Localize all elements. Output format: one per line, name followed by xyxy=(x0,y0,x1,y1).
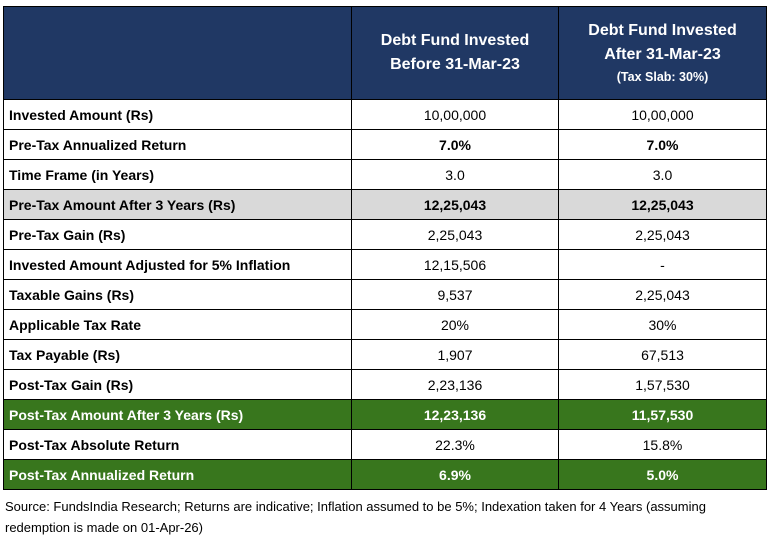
row-label: Applicable Tax Rate xyxy=(3,309,352,340)
row-label: Pre-Tax Gain (Rs) xyxy=(3,219,352,250)
table-row: Post-Tax Absolute Return 22.3% 15.8% xyxy=(3,429,767,460)
value-before: 12,23,136 xyxy=(351,399,559,430)
source-footnote: Source: FundsIndia Research; Returns are… xyxy=(5,499,706,535)
value-before: 10,00,000 xyxy=(351,99,559,130)
header-before: Debt Fund Invested Before 31-Mar-23 xyxy=(351,6,559,100)
row-label: Time Frame (in Years) xyxy=(3,159,352,190)
table-row: Tax Payable (Rs) 1,907 67,513 xyxy=(3,339,767,370)
value-before: 6.9% xyxy=(351,459,559,490)
header-after: Debt Fund Invested After 31-Mar-23 (Tax … xyxy=(558,6,767,100)
table-row: Pre-Tax Gain (Rs) 2,25,043 2,25,043 xyxy=(3,219,767,250)
value-after: 12,25,043 xyxy=(558,189,767,220)
table-row: Time Frame (in Years) 3.0 3.0 xyxy=(3,159,767,190)
value-before: 7.0% xyxy=(351,129,559,160)
row-label: Invested Amount Adjusted for 5% Inflatio… xyxy=(3,249,352,280)
value-before: 2,25,043 xyxy=(351,219,559,250)
value-before: 1,907 xyxy=(351,339,559,370)
table-row: Applicable Tax Rate 20% 30% xyxy=(3,309,767,340)
table-row: Pre-Tax Amount After 3 Years (Rs) 12,25,0… xyxy=(3,189,767,220)
value-before: 9,537 xyxy=(351,279,559,310)
value-after: 67,513 xyxy=(558,339,767,370)
value-after: 30% xyxy=(558,309,767,340)
row-label: Post-Tax Absolute Return xyxy=(3,429,352,460)
value-after: 2,25,043 xyxy=(558,279,767,310)
header-before-line2: Before 31-Mar-23 xyxy=(390,56,520,73)
table-row: Post-Tax Amount After 3 Years (Rs) 12,23,… xyxy=(3,399,767,430)
row-label: Pre-Tax Annualized Return xyxy=(3,129,352,160)
table-row: Taxable Gains (Rs) 9,537 2,25,043 xyxy=(3,279,767,310)
value-after: 5.0% xyxy=(558,459,767,490)
header-after-line1: Debt Fund Invested xyxy=(588,22,737,39)
row-label: Tax Payable (Rs) xyxy=(3,339,352,370)
table-row: Post-Tax Gain (Rs) 2,23,136 1,57,530 xyxy=(3,369,767,400)
debt-fund-tax-comparison-table: Debt Fund Invested Before 31-Mar-23 Debt… xyxy=(3,6,767,490)
table-row: Invested Amount (Rs) 10,00,000 10,00,000 xyxy=(3,99,767,130)
row-label: Invested Amount (Rs) xyxy=(3,99,352,130)
value-after: 3.0 xyxy=(558,159,767,190)
value-before: 3.0 xyxy=(351,159,559,190)
header-after-tax-slab: (Tax Slab: 30%) xyxy=(616,70,709,84)
value-after: 7.0% xyxy=(558,129,767,160)
table-row: Invested Amount Adjusted for 5% Inflatio… xyxy=(3,249,767,280)
value-before: 12,25,043 xyxy=(351,189,559,220)
value-before: 2,23,136 xyxy=(351,369,559,400)
row-label: Post-Tax Amount After 3 Years (Rs) xyxy=(3,399,352,430)
row-label: Pre-Tax Amount After 3 Years (Rs) xyxy=(3,189,352,220)
value-before: 22.3% xyxy=(351,429,559,460)
value-after: 10,00,000 xyxy=(558,99,767,130)
row-label: Taxable Gains (Rs) xyxy=(3,279,352,310)
header-row: Debt Fund Invested Before 31-Mar-23 Debt… xyxy=(3,6,767,100)
value-after: 1,57,530 xyxy=(558,369,767,400)
row-label: Post-Tax Gain (Rs) xyxy=(3,369,352,400)
value-after: 15.8% xyxy=(558,429,767,460)
header-after-line2: After 31-Mar-23 xyxy=(604,46,721,63)
value-after: 2,25,043 xyxy=(558,219,767,250)
value-after: - xyxy=(558,249,767,280)
value-before: 12,15,506 xyxy=(351,249,559,280)
header-blank-cell xyxy=(3,6,352,100)
table-row: Post-Tax Annualized Return 6.9% 5.0% xyxy=(3,459,767,490)
row-label: Post-Tax Annualized Return xyxy=(3,459,352,490)
table-row: Pre-Tax Annualized Return 7.0% 7.0% xyxy=(3,129,767,160)
value-after: 11,57,530 xyxy=(558,399,767,430)
value-before: 20% xyxy=(351,309,559,340)
header-before-line1: Debt Fund Invested xyxy=(380,32,530,49)
